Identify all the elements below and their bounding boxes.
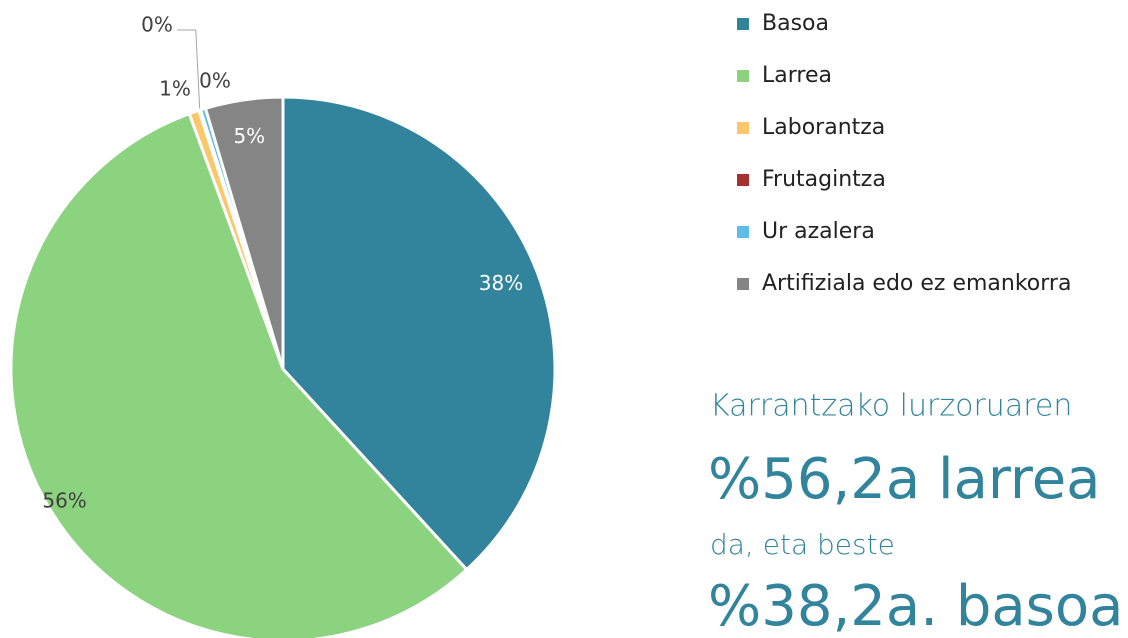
annotation: %56,2a larrea	[708, 447, 1101, 512]
legend-label: Larrea	[762, 63, 832, 88]
data-label: 56%	[42, 488, 86, 512]
legend-label: Ur azalera	[762, 219, 875, 244]
leader-line	[177, 29, 201, 111]
legend-swatch	[737, 226, 749, 238]
annotation: da, eta beste	[710, 528, 895, 561]
legend-swatch	[737, 174, 749, 186]
data-label: 5%	[233, 124, 265, 148]
data-label: 0%	[199, 69, 231, 93]
legend-label: Laborantza	[762, 115, 885, 140]
legend-swatch	[737, 70, 749, 82]
pie-slice	[203, 95, 285, 370]
pie-slice	[9, 111, 469, 638]
legend-swatch	[737, 18, 749, 30]
legend-label: Artifiziala edo ez emankorra	[762, 271, 1071, 296]
legend-swatch	[737, 122, 749, 134]
data-label: 1%	[159, 77, 191, 101]
legend-label: Frutagintza	[762, 167, 886, 192]
annotation: %38,2a. basoa	[708, 574, 1123, 638]
legend-swatch	[737, 278, 749, 290]
pie-slice	[281, 95, 557, 572]
pie: 38% 56% 1% 0% 0% 5%	[9, 13, 557, 638]
legend: Basoa Larrea Laborantza Frutagintza Ur azale…	[737, 11, 1071, 296]
annotation: Karrantzako lurzoruaren	[710, 389, 1072, 424]
data-label: 38%	[479, 271, 523, 295]
data-label: 0%	[141, 13, 173, 37]
legend-label: Basoa	[762, 11, 829, 36]
